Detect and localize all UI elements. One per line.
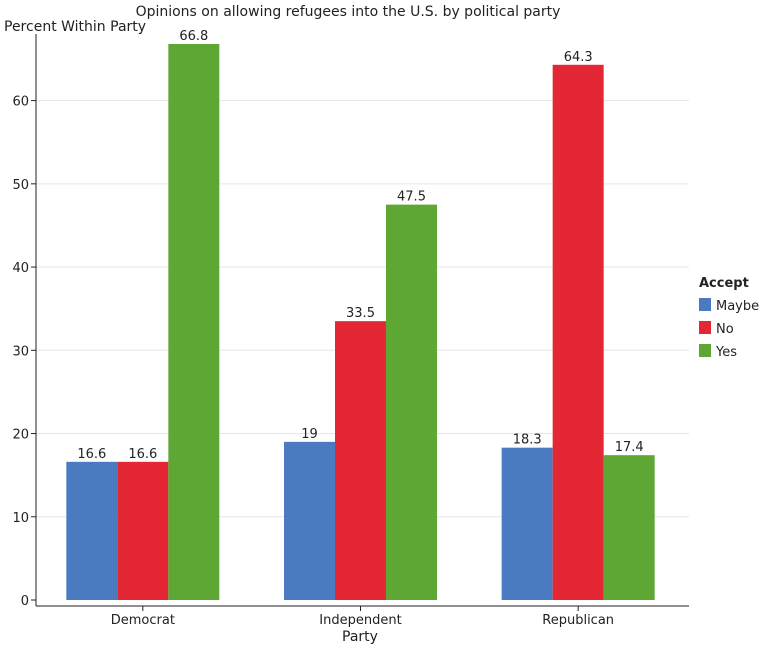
x-tick-label: Republican [542, 613, 614, 628]
bar-independent-no [335, 321, 386, 600]
legend-swatch-maybe [699, 298, 711, 311]
data-labels: 16.6 16.6 66.8 19 33.5 47.5 18.3 64.3 17.4 [77, 29, 643, 462]
data-label: 16.6 [128, 447, 157, 462]
x-ticks: Democrat Independent Republican [111, 606, 614, 628]
y-axis-title: Percent Within Party [4, 19, 146, 35]
bar-republican-yes [603, 455, 655, 600]
x-tick-label: Independent [319, 613, 401, 628]
y-tick-label: 10 [12, 511, 29, 526]
data-label: 33.5 [346, 306, 375, 321]
data-label: 18.3 [513, 433, 542, 448]
chart-title: Opinions on allowing refugees into the U… [136, 4, 561, 20]
bar-democrat-maybe [66, 461, 118, 600]
data-label: 17.4 [615, 440, 644, 455]
y-tick-label: 20 [12, 428, 29, 443]
data-label: 66.8 [179, 29, 208, 44]
legend-label-yes: Yes [715, 345, 737, 360]
legend-swatch-no [699, 321, 711, 334]
data-label: 47.5 [397, 190, 426, 205]
bars [66, 43, 655, 601]
legend-label-maybe: Maybe [716, 299, 759, 314]
y-ticks: 0 10 20 30 40 50 60 [12, 95, 36, 609]
y-tick-label: 0 [21, 594, 29, 609]
bar-democrat-yes [168, 43, 220, 601]
bar-independent-yes [386, 204, 437, 600]
data-label: 19 [301, 427, 318, 442]
y-tick-label: 40 [12, 261, 29, 276]
axes [35, 34, 689, 607]
legend-swatch-yes [699, 344, 711, 357]
legend-label-no: No [716, 322, 734, 337]
data-label: 64.3 [564, 50, 593, 65]
legend: Accept Maybe No Yes [699, 276, 759, 360]
x-tick-label: Democrat [111, 613, 175, 628]
bar-independent-maybe [284, 441, 335, 600]
y-tick-label: 30 [12, 344, 29, 359]
bar-republican-no [552, 64, 604, 600]
y-tick-label: 60 [12, 95, 29, 110]
x-axis-title: Party [342, 629, 378, 645]
y-tick-label: 50 [12, 178, 29, 193]
legend-title: Accept [699, 276, 749, 291]
bar-democrat-no [117, 461, 169, 600]
bar-republican-maybe [501, 447, 553, 600]
data-label: 16.6 [77, 447, 106, 462]
